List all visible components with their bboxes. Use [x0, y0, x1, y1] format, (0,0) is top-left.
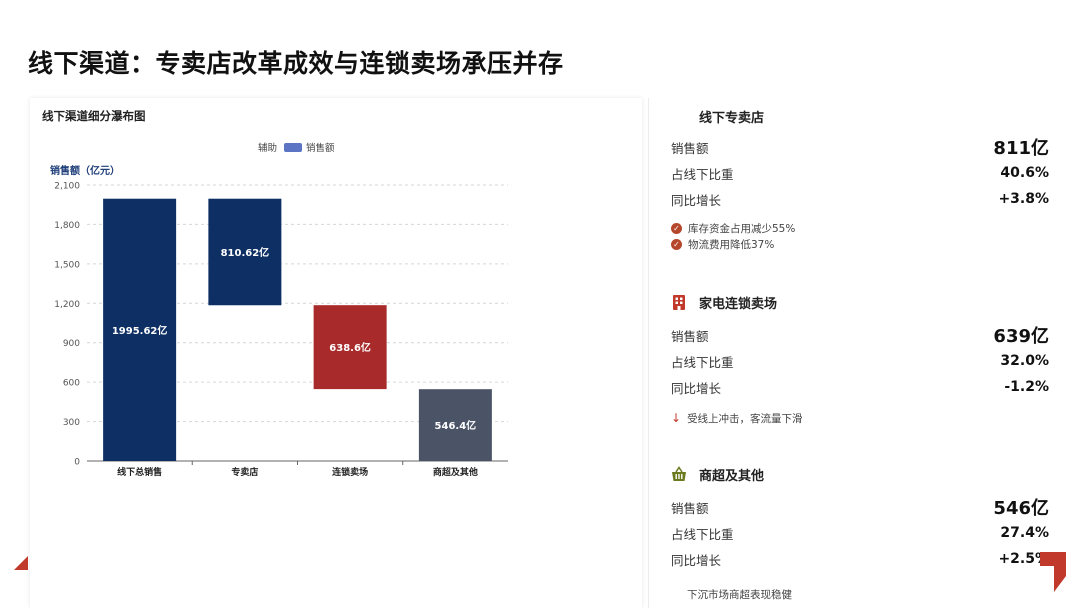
y-tick-label: 1,200 — [54, 300, 80, 310]
store-share-label: 占线下比重 — [671, 166, 734, 182]
y-tick-label: 1,500 — [54, 260, 80, 270]
market-share-label: 占线下比重 — [671, 526, 734, 542]
chain-sales-row: 销售额 639亿 — [671, 322, 1049, 348]
x-tick-label: 连锁卖场 — [332, 466, 368, 478]
store-sales-label: 销售额 — [671, 140, 709, 156]
check-icon: ✓ — [671, 222, 682, 234]
market-growth-label: 同比增长 — [671, 552, 722, 568]
market-sales-value: 546亿 — [993, 498, 1049, 519]
check-icon: ✓ — [671, 238, 682, 250]
data-label: 810.62亿 — [221, 246, 270, 259]
corner-decoration-right — [1040, 552, 1066, 592]
section-store: 线下专卖店 销售额 811亿 占线下比重 40.6% 同比增长 +3.8% ✓ … — [671, 106, 1049, 252]
store-note-1-text: 库存资金占用减少55% — [688, 222, 796, 235]
chain-share-label: 占线下比重 — [671, 354, 734, 370]
data-label: 638.6亿 — [329, 341, 371, 354]
section-chain-head: 家电连锁卖场 — [671, 292, 1049, 312]
y-axis-title: 销售额（亿元） — [50, 164, 120, 177]
data-label: 1995.62亿 — [112, 324, 168, 337]
chain-growth-row: 同比增长 -1.2% — [671, 374, 1049, 400]
market-note: 下沉市场商超表现稳健 — [671, 586, 1049, 602]
market-growth-value: +2.5% — [998, 551, 1049, 567]
y-tick-label: 900 — [63, 339, 80, 349]
chain-share-value: 32.0% — [1000, 353, 1049, 369]
data-label: 546.4亿 — [435, 419, 477, 432]
waterfall-chart-card: 辅助 销售额销售额（亿元） 0 300 600 900 1,200 1,500 1,800 2,1… — [30, 98, 642, 608]
arrow-down-icon: ↓ — [671, 411, 682, 425]
chain-growth-label: 同比增长 — [671, 380, 722, 396]
store-note-2-text: 物流费用降低37% — [688, 238, 775, 251]
section-market-head: 商超及其他 — [671, 464, 1049, 484]
waterfall-bar-1 — [103, 198, 177, 461]
market-share-row: 占线下比重 27.4% — [671, 520, 1049, 546]
corner-decoration-left — [14, 556, 28, 570]
section-chain-title: 家电连锁卖场 — [699, 296, 778, 312]
chain-share-row: 占线下比重 32.0% — [671, 348, 1049, 374]
y-tick-label: 0 — [74, 458, 80, 468]
waterfall-bar-2 — [208, 198, 282, 306]
legend-label-sales: 销售额 — [306, 142, 335, 154]
x-tick-label: 线下总销售 — [117, 466, 162, 478]
legend-label-helper: 辅助 — [258, 142, 277, 154]
market-sales-label: 销售额 — [671, 500, 709, 516]
x-tick-label: 商超及其他 — [433, 466, 478, 478]
side-panel: 线下专卖店 销售额 811亿 占线下比重 40.6% 同比增长 +3.8% ✓ … — [648, 98, 1068, 608]
x-tick-label: 专卖店 — [231, 466, 258, 478]
market-note-text: 下沉市场商超表现稳健 — [687, 588, 792, 601]
store-growth-row: 同比增长 +3.8% — [671, 186, 1049, 212]
store-sales-row: 销售额 811亿 — [671, 134, 1049, 160]
section-market-title: 商超及其他 — [699, 468, 765, 484]
store-growth-label: 同比增长 — [671, 192, 722, 208]
basket-icon — [672, 466, 686, 481]
y-tick-label: 600 — [63, 379, 80, 389]
section-market: 商超及其他 销售额 546亿 占线下比重 27.4% 同比增长 +2.5% 下沉… — [671, 464, 1049, 602]
waterfall-bar-4 — [418, 389, 492, 461]
market-growth-row: 同比增长 +2.5% — [671, 546, 1049, 572]
chain-sales-label: 销售额 — [671, 328, 709, 344]
y-tick-label: 300 — [63, 418, 80, 428]
store-share-value: 40.6% — [1000, 165, 1049, 181]
chain-growth-value: -1.2% — [1004, 379, 1049, 395]
store-note-2: ✓ 物流费用降低37% — [671, 236, 1049, 252]
store-note-1: ✓ 库存资金占用减少55% — [671, 220, 1049, 236]
y-tick-label: 2,100 — [54, 182, 80, 192]
legend-swatch-sales — [284, 143, 302, 152]
chain-note: ↓ 受线上冲击，客流量下滑 — [671, 410, 1049, 426]
section-store-title: 线下专卖店 — [699, 110, 765, 126]
y-tick-label: 1,800 — [54, 221, 80, 231]
waterfall-bar-3 — [313, 305, 387, 390]
chain-sales-value: 639亿 — [993, 326, 1049, 347]
section-chain: 家电连锁卖场 销售额 639亿 占线下比重 32.0% 同比增长 -1.2% ↓… — [671, 292, 1049, 426]
market-share-value: 27.4% — [1000, 525, 1049, 541]
chain-note-text: 受线上冲击，客流量下滑 — [687, 412, 803, 425]
store-share-row: 占线下比重 40.6% — [671, 160, 1049, 186]
store-growth-value: +3.8% — [998, 191, 1049, 207]
chart-title: 线下渠道细分瀑布图 — [42, 109, 146, 123]
page-title: 线下渠道：专卖店改革成效与连锁卖场承压并存 — [28, 49, 564, 78]
building-icon — [673, 295, 685, 310]
store-sales-value: 811亿 — [993, 138, 1049, 159]
market-sales-row: 销售额 546亿 — [671, 494, 1049, 520]
